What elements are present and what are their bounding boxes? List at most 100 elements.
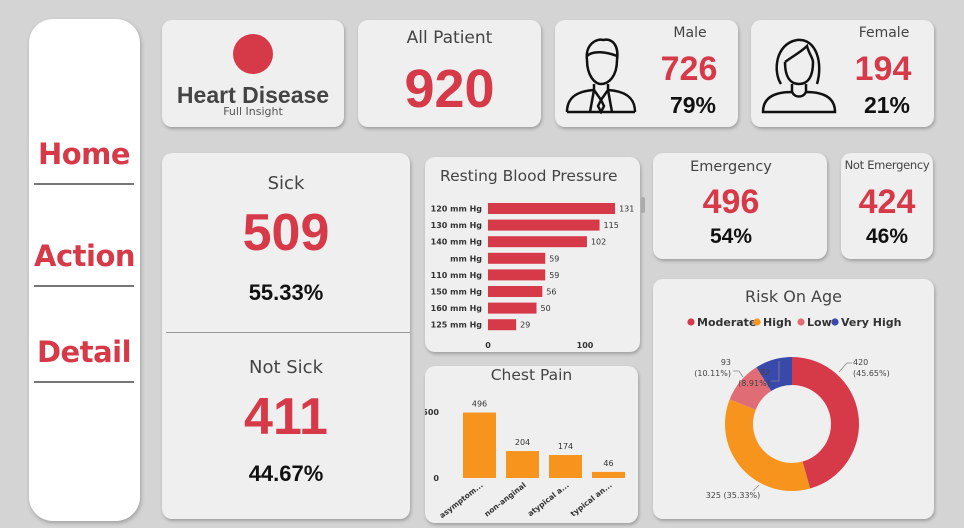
slice-leader-line [771,361,780,382]
nav-home-button[interactable]: Home [37,137,131,171]
cp-value-label: 204 [515,438,530,447]
bp-category-label: 125 mm Hg [431,321,483,330]
nav-divider [34,285,134,287]
bp-category-label: mm Hg [450,254,482,263]
risk-donut-chart: Moderate High Low Very High 420 (45.65%) 325 (… [687,316,901,500]
female-label: Female [858,25,910,41]
bp-category-label: 160 mm Hg [431,304,483,313]
legend-marker [753,318,761,326]
not-emergency-percent: 46% [865,225,909,248]
male-card: Male 726 79% [555,20,738,127]
all-patient-card: All Patient 920 [358,20,541,127]
all-patient-value: 920 [404,59,495,119]
cp-bar [592,471,625,478]
sick-label: Sick [267,173,305,194]
bp-category-label: 130 mm Hg [431,221,483,230]
cp-category-label: asymptom... [438,480,485,520]
donut-slice [725,399,811,491]
legend-marker [797,318,805,326]
bp-bar [488,219,600,231]
cp-y-tick-label: 0 [433,474,439,483]
bp-value-label: 59 [549,271,559,280]
chest-pain-title: Chest Pain [490,366,573,384]
bp-value-label: 131 [619,205,634,214]
logo-card: Heart Disease Full Insight [162,20,344,127]
legend-label: Low [807,316,832,329]
donut-slice [756,357,792,391]
cp-value-label: 496 [472,400,487,409]
slice-leader-line [838,362,852,373]
legend-label: High [763,316,792,329]
bp-value-label: 56 [546,288,556,297]
heart-logo-icon [233,34,273,74]
cp-bar [549,455,582,478]
bp-value-label: 115 [604,221,619,230]
cp-bar [463,412,496,478]
sick-percent: 55.33% [248,280,324,305]
bp-bar [488,319,517,331]
slice-label: 325 (35.33%) [706,491,761,500]
emergency-value: 496 [702,183,760,221]
bp-category-label: 110 mm Hg [431,271,483,280]
bp-bar [488,252,546,264]
slice-label: 93 [721,358,731,367]
slice-label: 420 [853,358,868,367]
bp-bar-chart: 120 mm Hg 131 130 mm Hg 115 140 mm Hg 102 mm H… [431,203,634,350]
scrollbar-thumb[interactable] [641,197,645,213]
slice-label: 82 [760,368,770,377]
cp-category-label: typical an... [569,480,614,518]
not-emergency-card: Not Emergency 424 46% [841,153,933,259]
risk-chart-title: Risk On Age [744,287,842,306]
bp-bar [488,236,587,248]
sidebar-nav: Home Action Detail [29,19,140,521]
cp-y-tick-label: 500 [425,408,439,417]
male-value: 726 [660,50,718,88]
bp-bar [488,302,537,314]
emergency-label: Emergency [690,159,772,175]
bp-category-label: 140 mm Hg [431,238,483,247]
all-patient-label: All Patient [406,28,493,48]
bp-value-label: 59 [549,254,559,263]
sick-divider [166,332,410,333]
legend-label: Moderate [697,316,756,329]
bp-value-label: 29 [520,321,530,330]
not-sick-value: 411 [244,388,328,446]
slice-leader-line [752,484,760,492]
donut-slice [792,357,859,489]
slice-label: (8.91%) [738,379,770,388]
female-card: Female 194 21% [751,20,934,127]
legend-marker [831,318,839,326]
sick-card: Sick 509 55.33% Not Sick 411 44.67% [162,153,410,519]
chest-pain-card: Chest Pain 500 0 496 asymptom... 204 non-angi… [425,366,638,523]
male-label: Male [673,25,707,41]
logo-subtitle: Full Insight [223,105,283,118]
nav-divider [34,381,134,383]
nav-detail-button[interactable]: Detail [36,335,132,369]
bp-bar [488,203,616,214]
male-person-icon [565,38,637,114]
bp-category-label: 120 mm Hg [431,205,483,214]
bp-bar [488,269,546,281]
bp-x-tick-label: 100 [577,341,594,350]
blood-pressure-card: Resting Blood Pressure 120 mm Hg 131 130 m… [425,157,645,352]
emergency-card: Emergency 496 54% [653,153,827,259]
slice-label: (10.11%) [694,369,731,378]
nav-action-button[interactable]: Action [34,239,136,273]
risk-on-age-card: Risk On Age Moderate High Low Very High 420 (… [653,279,934,519]
cp-bar [506,451,539,478]
female-percent: 21% [863,92,911,118]
female-value: 194 [854,50,912,88]
bp-value-label: 102 [591,238,606,247]
slice-label: (45.65%) [853,369,890,378]
bp-bar [488,286,543,297]
cp-value-label: 46 [603,459,613,468]
legend-label: Very High [841,316,901,329]
logo-title: Heart Disease [176,82,330,108]
nav-divider [34,183,134,185]
male-percent: 79% [669,92,717,118]
cp-value-label: 174 [558,442,573,451]
bp-x-tick-label: 0 [485,341,491,350]
slice-leader-line [733,370,744,378]
not-sick-percent: 44.67% [248,461,324,486]
not-emergency-value: 424 [858,183,916,221]
